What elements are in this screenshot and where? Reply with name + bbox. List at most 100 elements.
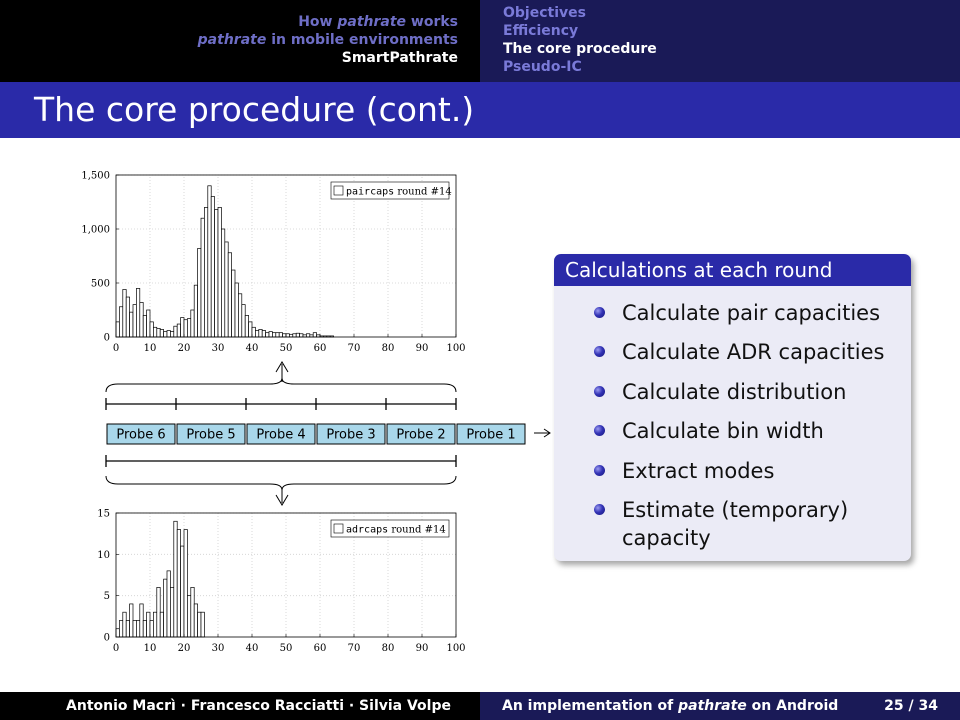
histogram-bar xyxy=(309,334,314,338)
block-title: Calculations at each round xyxy=(554,254,911,286)
histogram-bar xyxy=(129,311,134,338)
histogram-bar xyxy=(299,333,304,338)
histogram-bar xyxy=(227,252,232,338)
up-arrow-icon xyxy=(275,361,289,382)
bullet-icon xyxy=(594,346,605,357)
footer-talk-title: An implementation of pathrate on Android xyxy=(502,698,839,714)
histogram-bar xyxy=(142,620,147,638)
histogram-bar xyxy=(306,333,311,338)
paircaps-histogram: 0 10 20 30 40 50 60 70 80 90 100 0 500 1,000 1,500 pair… xyxy=(81,171,465,355)
y-tick-label: 1,000 xyxy=(81,225,110,236)
section-link-pathrate-mobile[interactable]: pathrate in mobile environments xyxy=(197,32,458,48)
histogram-bar xyxy=(183,319,188,338)
histogram-bar xyxy=(115,321,120,338)
histogram-bar xyxy=(183,529,188,638)
histogram-bar xyxy=(166,570,171,638)
x-tick-label: 80 xyxy=(382,643,395,654)
probe-box xyxy=(386,423,456,445)
bullet-icon xyxy=(594,307,605,318)
histogram-bar xyxy=(234,282,239,338)
x-tick-label: 20 xyxy=(178,643,191,654)
x-tick-label: 10 xyxy=(144,343,157,354)
histogram-bar xyxy=(316,334,321,338)
histogram-bar xyxy=(272,332,277,338)
x-tick-label: 40 xyxy=(246,643,259,654)
histogram-bar xyxy=(146,611,151,638)
x-tick-label: 0 xyxy=(113,343,119,354)
x-tick-label: 40 xyxy=(246,343,259,354)
histogram-bar xyxy=(149,321,154,338)
list-item: Calculate bin width xyxy=(622,419,824,443)
histogram-bar xyxy=(153,326,158,338)
subsection-link-objectives[interactable]: Objectives xyxy=(503,5,586,21)
histogram-bar xyxy=(329,335,334,338)
histogram-bar xyxy=(221,228,226,338)
histogram-bar xyxy=(159,329,164,338)
x-tick-label: 10 xyxy=(144,643,157,654)
histogram-bar xyxy=(323,335,328,338)
section-link-how-pathrate-works[interactable]: How pathrate works xyxy=(298,14,458,30)
x-tick-label: 70 xyxy=(348,643,361,654)
histogram-bar xyxy=(214,209,219,338)
histogram-bar xyxy=(255,330,260,338)
histogram-bar xyxy=(163,578,168,638)
subsection-link-core-procedure[interactable]: The core procedure xyxy=(503,41,657,57)
histogram-bar xyxy=(122,289,127,338)
histogram-bar xyxy=(278,332,283,338)
list-item: Estimate (temporary) capacity xyxy=(622,498,849,550)
probe-label: Probe 2 xyxy=(396,428,445,443)
histogram-bar xyxy=(187,318,192,338)
frame-title-band: The core procedure (cont.) xyxy=(0,82,960,138)
histogram-bar xyxy=(207,185,212,338)
probe-box xyxy=(106,423,176,445)
x-tick-label: 30 xyxy=(212,343,225,354)
bullet-icon xyxy=(594,465,605,476)
histogram-bar xyxy=(312,332,317,338)
x-tick-label: 50 xyxy=(280,343,293,354)
list-item: Calculate pair capacities xyxy=(622,301,881,325)
probe-interval-line xyxy=(105,398,457,410)
section-link-smartpathrate[interactable]: SmartPathrate xyxy=(341,50,458,66)
x-tick-label: 90 xyxy=(416,343,429,354)
histogram-bar xyxy=(146,309,151,338)
subsection-nav: Objectives Efficiency The core procedure… xyxy=(480,0,960,82)
histogram-bar xyxy=(200,611,205,638)
bottom-brace xyxy=(105,475,457,491)
histogram-bar xyxy=(258,329,263,338)
histogram-bar xyxy=(190,309,195,338)
histogram-bar xyxy=(238,293,243,338)
footer: Antonio Macrì · Francesco Racciatti · Si… xyxy=(0,692,960,720)
y-tick-label: 15 xyxy=(97,509,110,520)
calculations-block: Calculations at each round Calculate pai… xyxy=(554,254,911,561)
histogram-bar xyxy=(153,611,158,638)
subsection-link-efficiency[interactable]: Efficiency xyxy=(503,23,579,39)
plot-frame xyxy=(115,512,457,638)
histogram-bar xyxy=(115,628,120,638)
histogram-bar xyxy=(193,284,198,338)
x-tick-label: 70 xyxy=(348,343,361,354)
subsection-link-pseudo-ic[interactable]: Pseudo-IC xyxy=(503,59,582,75)
histogram-bar xyxy=(289,333,294,338)
probe-label: Probe 1 xyxy=(466,428,515,443)
histogram-bar xyxy=(173,520,178,638)
histogram-bar xyxy=(136,620,141,638)
bullet-icon xyxy=(594,386,605,397)
y-tick-label: 5 xyxy=(104,591,110,602)
histogram-bar xyxy=(149,620,154,638)
page-number: 25 / 34 xyxy=(884,698,938,714)
y-tick-label: 1,500 xyxy=(81,171,110,182)
histogram-bar xyxy=(156,587,161,638)
train-interval-line xyxy=(105,455,457,467)
histogram-bar xyxy=(265,332,270,338)
histogram-bar xyxy=(156,328,161,338)
histogram-bar xyxy=(224,241,229,338)
histogram-bar xyxy=(319,335,324,338)
probe-box xyxy=(316,423,386,445)
histogram-bar xyxy=(187,595,192,638)
legend-swatch xyxy=(333,523,344,534)
histogram-bar xyxy=(132,620,137,638)
histogram-bar xyxy=(125,296,130,338)
probe-box xyxy=(456,423,526,445)
histogram-bar xyxy=(173,325,178,338)
histogram-bar xyxy=(180,317,185,338)
